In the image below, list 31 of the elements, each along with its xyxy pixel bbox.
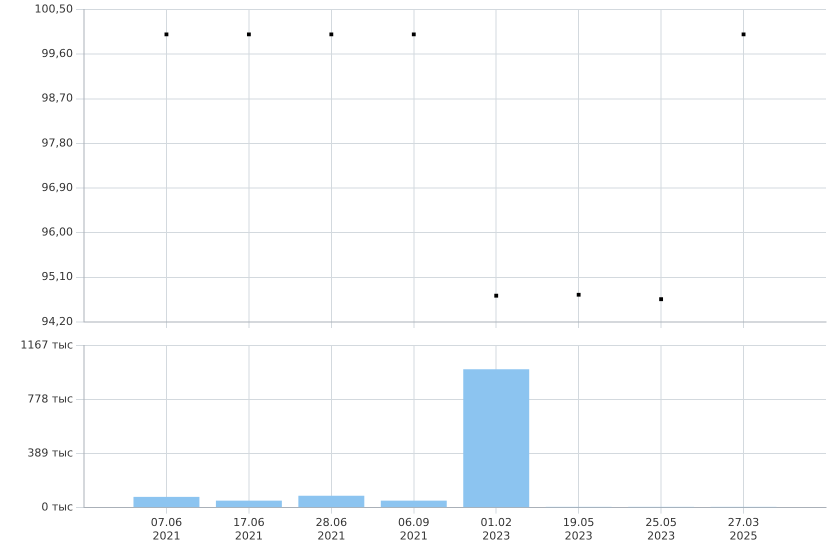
y-tick-label: 97,80 — [42, 136, 73, 150]
y-tick-label: 100,50 — [34, 2, 73, 16]
x-tick-label: 27.03 2025 — [728, 516, 760, 542]
y-tick-label: 98,70 — [42, 92, 73, 105]
y-tick-label: 99,60 — [42, 47, 73, 60]
point — [659, 297, 664, 302]
y-tick-label: 1167 тыс — [20, 338, 73, 352]
y-tick-label: 96,90 — [42, 180, 73, 194]
bar — [216, 500, 282, 508]
bar — [298, 496, 364, 508]
x-tick-label: 06.09 2021 — [398, 516, 430, 542]
x-tick-label: 07.06 2021 — [150, 516, 182, 542]
y-tick-label: 0 тыс — [41, 500, 73, 514]
y-tick-label: 96,00 — [42, 226, 73, 239]
x-tick-label: 28.06 2021 — [316, 516, 348, 542]
point — [329, 32, 334, 36]
x-tick-label: 25.05 2023 — [645, 516, 677, 542]
point — [742, 32, 746, 36]
point — [164, 32, 168, 36]
y-tick-label: 94,20 — [42, 314, 73, 328]
x-tick-label: 17.06 2021 — [233, 516, 265, 542]
y-tick-label: 778 тыс — [27, 392, 73, 406]
y-tick-label: 95,10 — [42, 270, 73, 284]
x-tick-label: 01.02 2023 — [480, 516, 512, 542]
x-tick-label: 19.05 2023 — [562, 516, 594, 542]
bar — [463, 369, 530, 508]
y-tick-label: 389 тыс — [27, 446, 73, 460]
point — [246, 32, 251, 36]
bar — [380, 500, 447, 508]
bar — [133, 496, 200, 508]
point — [412, 32, 416, 36]
